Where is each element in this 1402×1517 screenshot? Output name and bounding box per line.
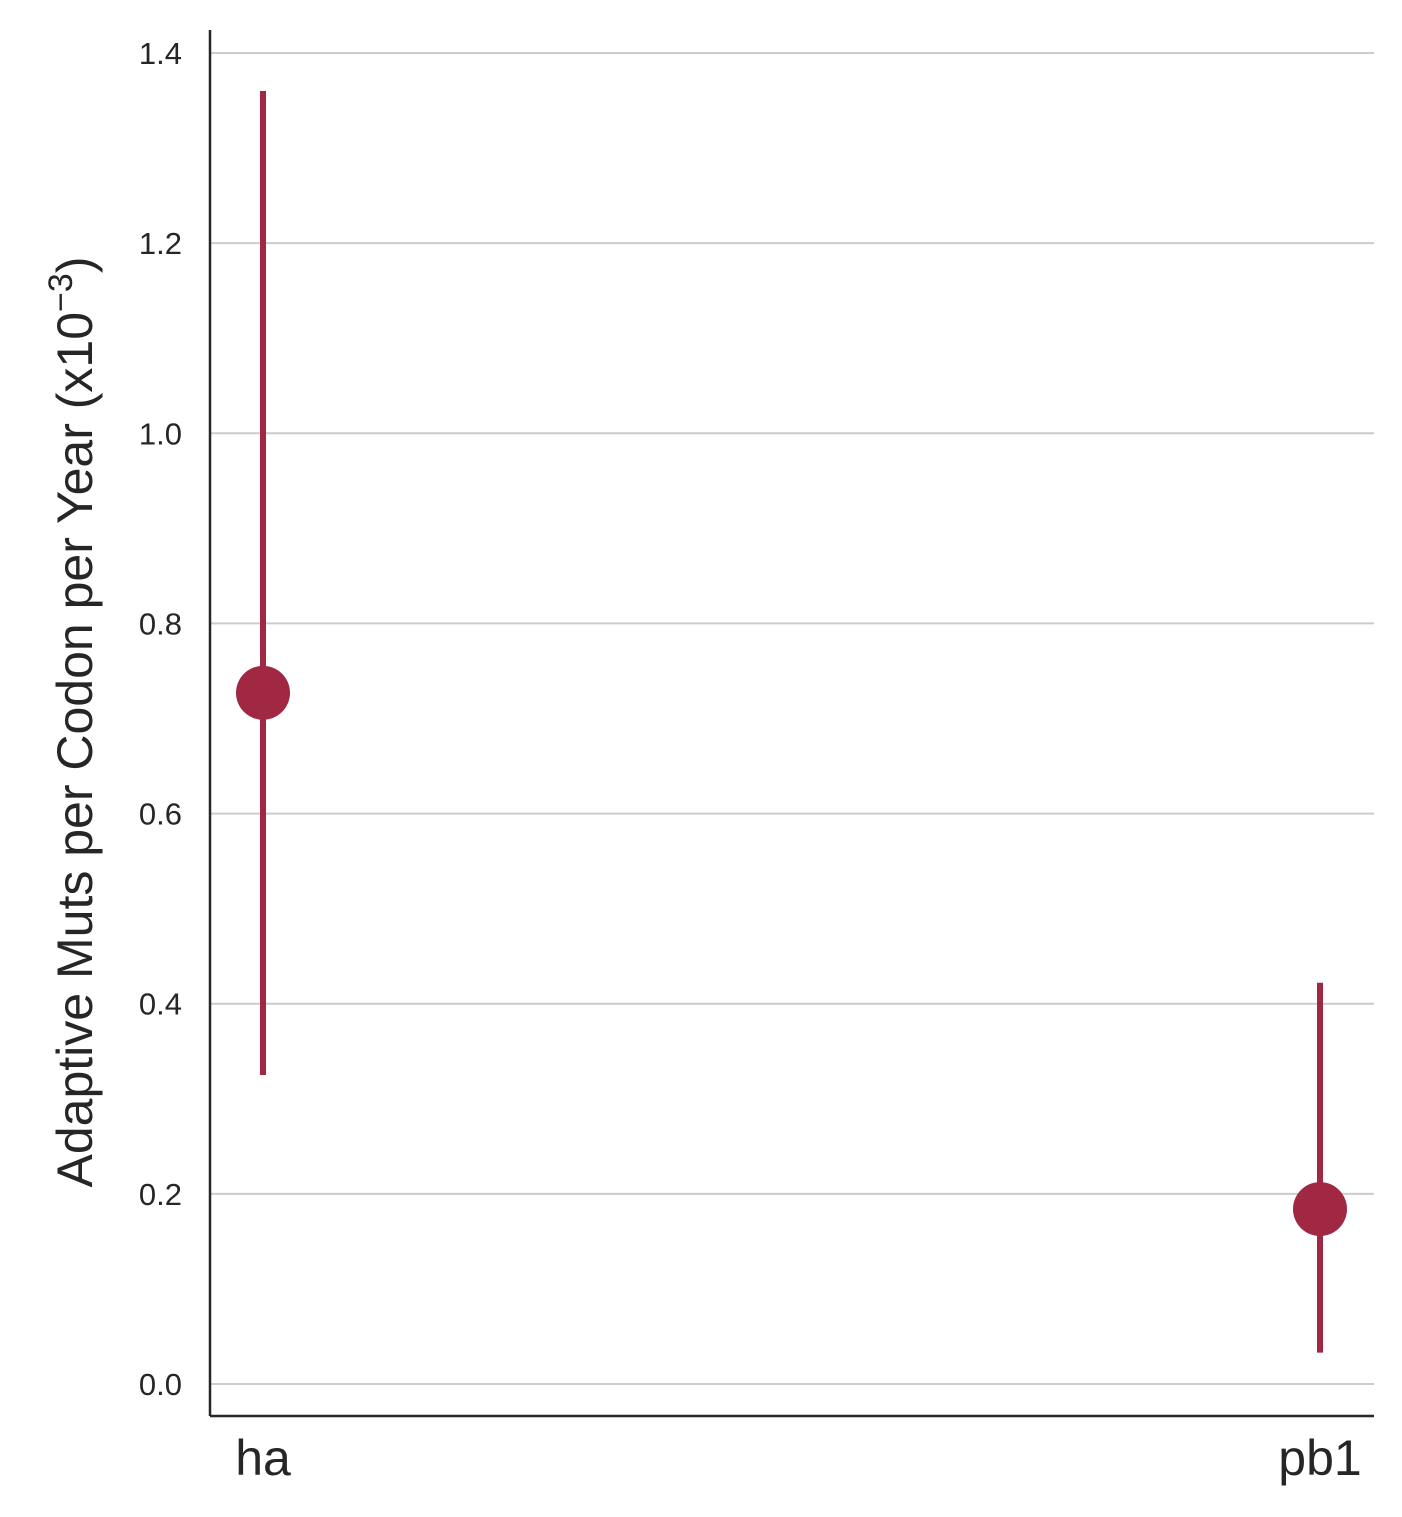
- y-tick-label: 1.0: [139, 416, 182, 451]
- y-tick-label: 0.8: [139, 606, 182, 641]
- y-tick-label: 0.4: [139, 987, 182, 1022]
- y-axis-title-exponent: −3: [42, 273, 80, 312]
- y-axis-title-close: ): [47, 257, 103, 274]
- y-tick-labels: 0.0 0.2 0.4 0.6 0.8 1.0 1.2 1.4: [139, 36, 182, 1402]
- y-tick-label: 0.6: [139, 797, 182, 832]
- axes: [208, 30, 1374, 1418]
- point-ha: [236, 665, 290, 720]
- y-axis-title-main: Adaptive Muts per Codon per Year (x10: [47, 312, 103, 1188]
- y-tick-label: 1.2: [139, 226, 182, 261]
- y-tick-label: 1.4: [139, 36, 182, 71]
- y-tick-label: 0.0: [139, 1367, 182, 1402]
- point-pb1: [1293, 1182, 1347, 1237]
- gridlines: [210, 52, 1374, 1385]
- data-marks: [236, 91, 1347, 1353]
- y-axis-title: Adaptive Muts per Codon per Year (x10−3): [42, 257, 103, 1188]
- x-category-label-ha: ha: [235, 1430, 291, 1486]
- x-category-labels: ha pb1: [235, 1430, 1362, 1486]
- x-category-label-pb1: pb1: [1278, 1430, 1361, 1486]
- y-tick-label: 0.2: [139, 1177, 182, 1212]
